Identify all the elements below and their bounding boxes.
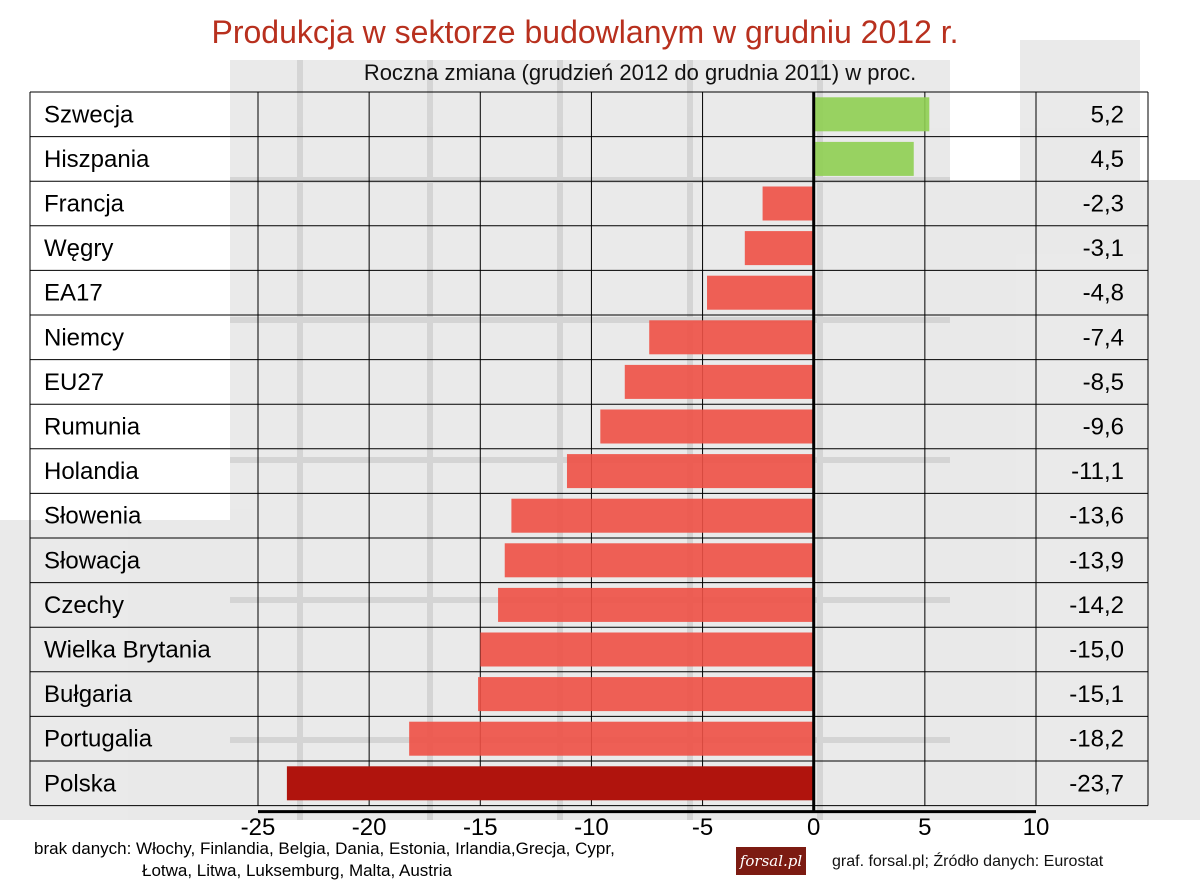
x-tick-label: -20 [352, 814, 387, 841]
x-tick-label: 0 [807, 814, 820, 841]
value-label: -13,6 [1069, 503, 1124, 530]
x-tick-label: -15 [463, 814, 498, 841]
chart-subtitle: Roczna zmiana (grudzień 2012 do grudnia … [363, 60, 917, 85]
category-label: Węgry [44, 235, 113, 262]
category-label: Polska [44, 770, 117, 797]
bar-niemcy [649, 320, 814, 355]
bar-wielka-brytania [480, 632, 814, 667]
category-label: Słowenia [44, 503, 142, 530]
bar-eu27 [624, 364, 814, 399]
category-label: Wielka Brytania [44, 637, 211, 664]
value-label: -14,2 [1069, 592, 1124, 619]
chart-title: Produkcja w sektorze budowlanym w grudni… [211, 14, 959, 50]
value-label: -7,4 [1083, 324, 1124, 351]
category-label: Czechy [44, 592, 124, 619]
footnote-line-2: Łotwa, Litwa, Luksemburg, Malta, Austria [142, 861, 452, 880]
x-tick-label: -5 [692, 814, 713, 841]
bar-węgry [744, 231, 814, 266]
no-data-footnote: brak danych: Włochy, Finlandia, Belgia, … [34, 838, 754, 882]
category-label: Rumunia [44, 414, 141, 441]
category-label: Francja [44, 191, 125, 218]
x-tick-label: 10 [1023, 814, 1050, 841]
value-label: -13,9 [1069, 547, 1124, 574]
value-label: -4,8 [1083, 280, 1124, 307]
bar-hiszpania [813, 141, 914, 176]
value-label: -9,6 [1083, 414, 1124, 441]
value-label: -23,7 [1069, 770, 1124, 797]
bar-szwecja [813, 97, 930, 132]
bar-czechy [498, 587, 814, 622]
category-label: Portugalia [44, 726, 153, 753]
forsal-logo[interactable]: forsal.pl [736, 847, 806, 875]
x-tick-label: -25 [241, 814, 276, 841]
category-label: EA17 [44, 280, 103, 307]
value-label: -11,1 [1071, 458, 1124, 485]
value-label: -18,2 [1069, 726, 1124, 753]
category-label: Niemcy [44, 324, 124, 351]
x-tick-label: 5 [918, 814, 931, 841]
value-label: 5,2 [1091, 101, 1124, 128]
category-label: Bułgaria [44, 681, 133, 708]
bar-bułgaria [478, 677, 814, 712]
x-tick-label: -10 [574, 814, 609, 841]
bar-francja [762, 186, 814, 221]
bar-rumunia [600, 409, 814, 444]
source-credit: graf. forsal.pl; Źródło danych: Eurostat [832, 853, 1104, 870]
bar-portugalia [409, 721, 814, 756]
footnote-line-1: brak danych: Włochy, Finlandia, Belgia, … [34, 839, 615, 858]
value-label: -8,5 [1083, 369, 1124, 396]
category-label: EU27 [44, 369, 104, 396]
category-label: Holandia [44, 458, 139, 485]
category-label: Hiszpania [44, 146, 150, 173]
category-label: Słowacja [44, 547, 141, 574]
value-label: -2,3 [1083, 191, 1124, 218]
bar-holandia [566, 454, 814, 489]
value-label: -15,0 [1069, 637, 1124, 664]
bar-polska [286, 766, 814, 801]
bar-słowacja [504, 543, 814, 578]
value-label: -15,1 [1069, 681, 1124, 708]
bar-ea17 [707, 275, 814, 310]
value-label: 4,5 [1091, 146, 1124, 173]
category-label: Szwecja [44, 101, 134, 128]
value-label: -3,1 [1083, 235, 1124, 262]
bar-słowenia [511, 498, 814, 533]
